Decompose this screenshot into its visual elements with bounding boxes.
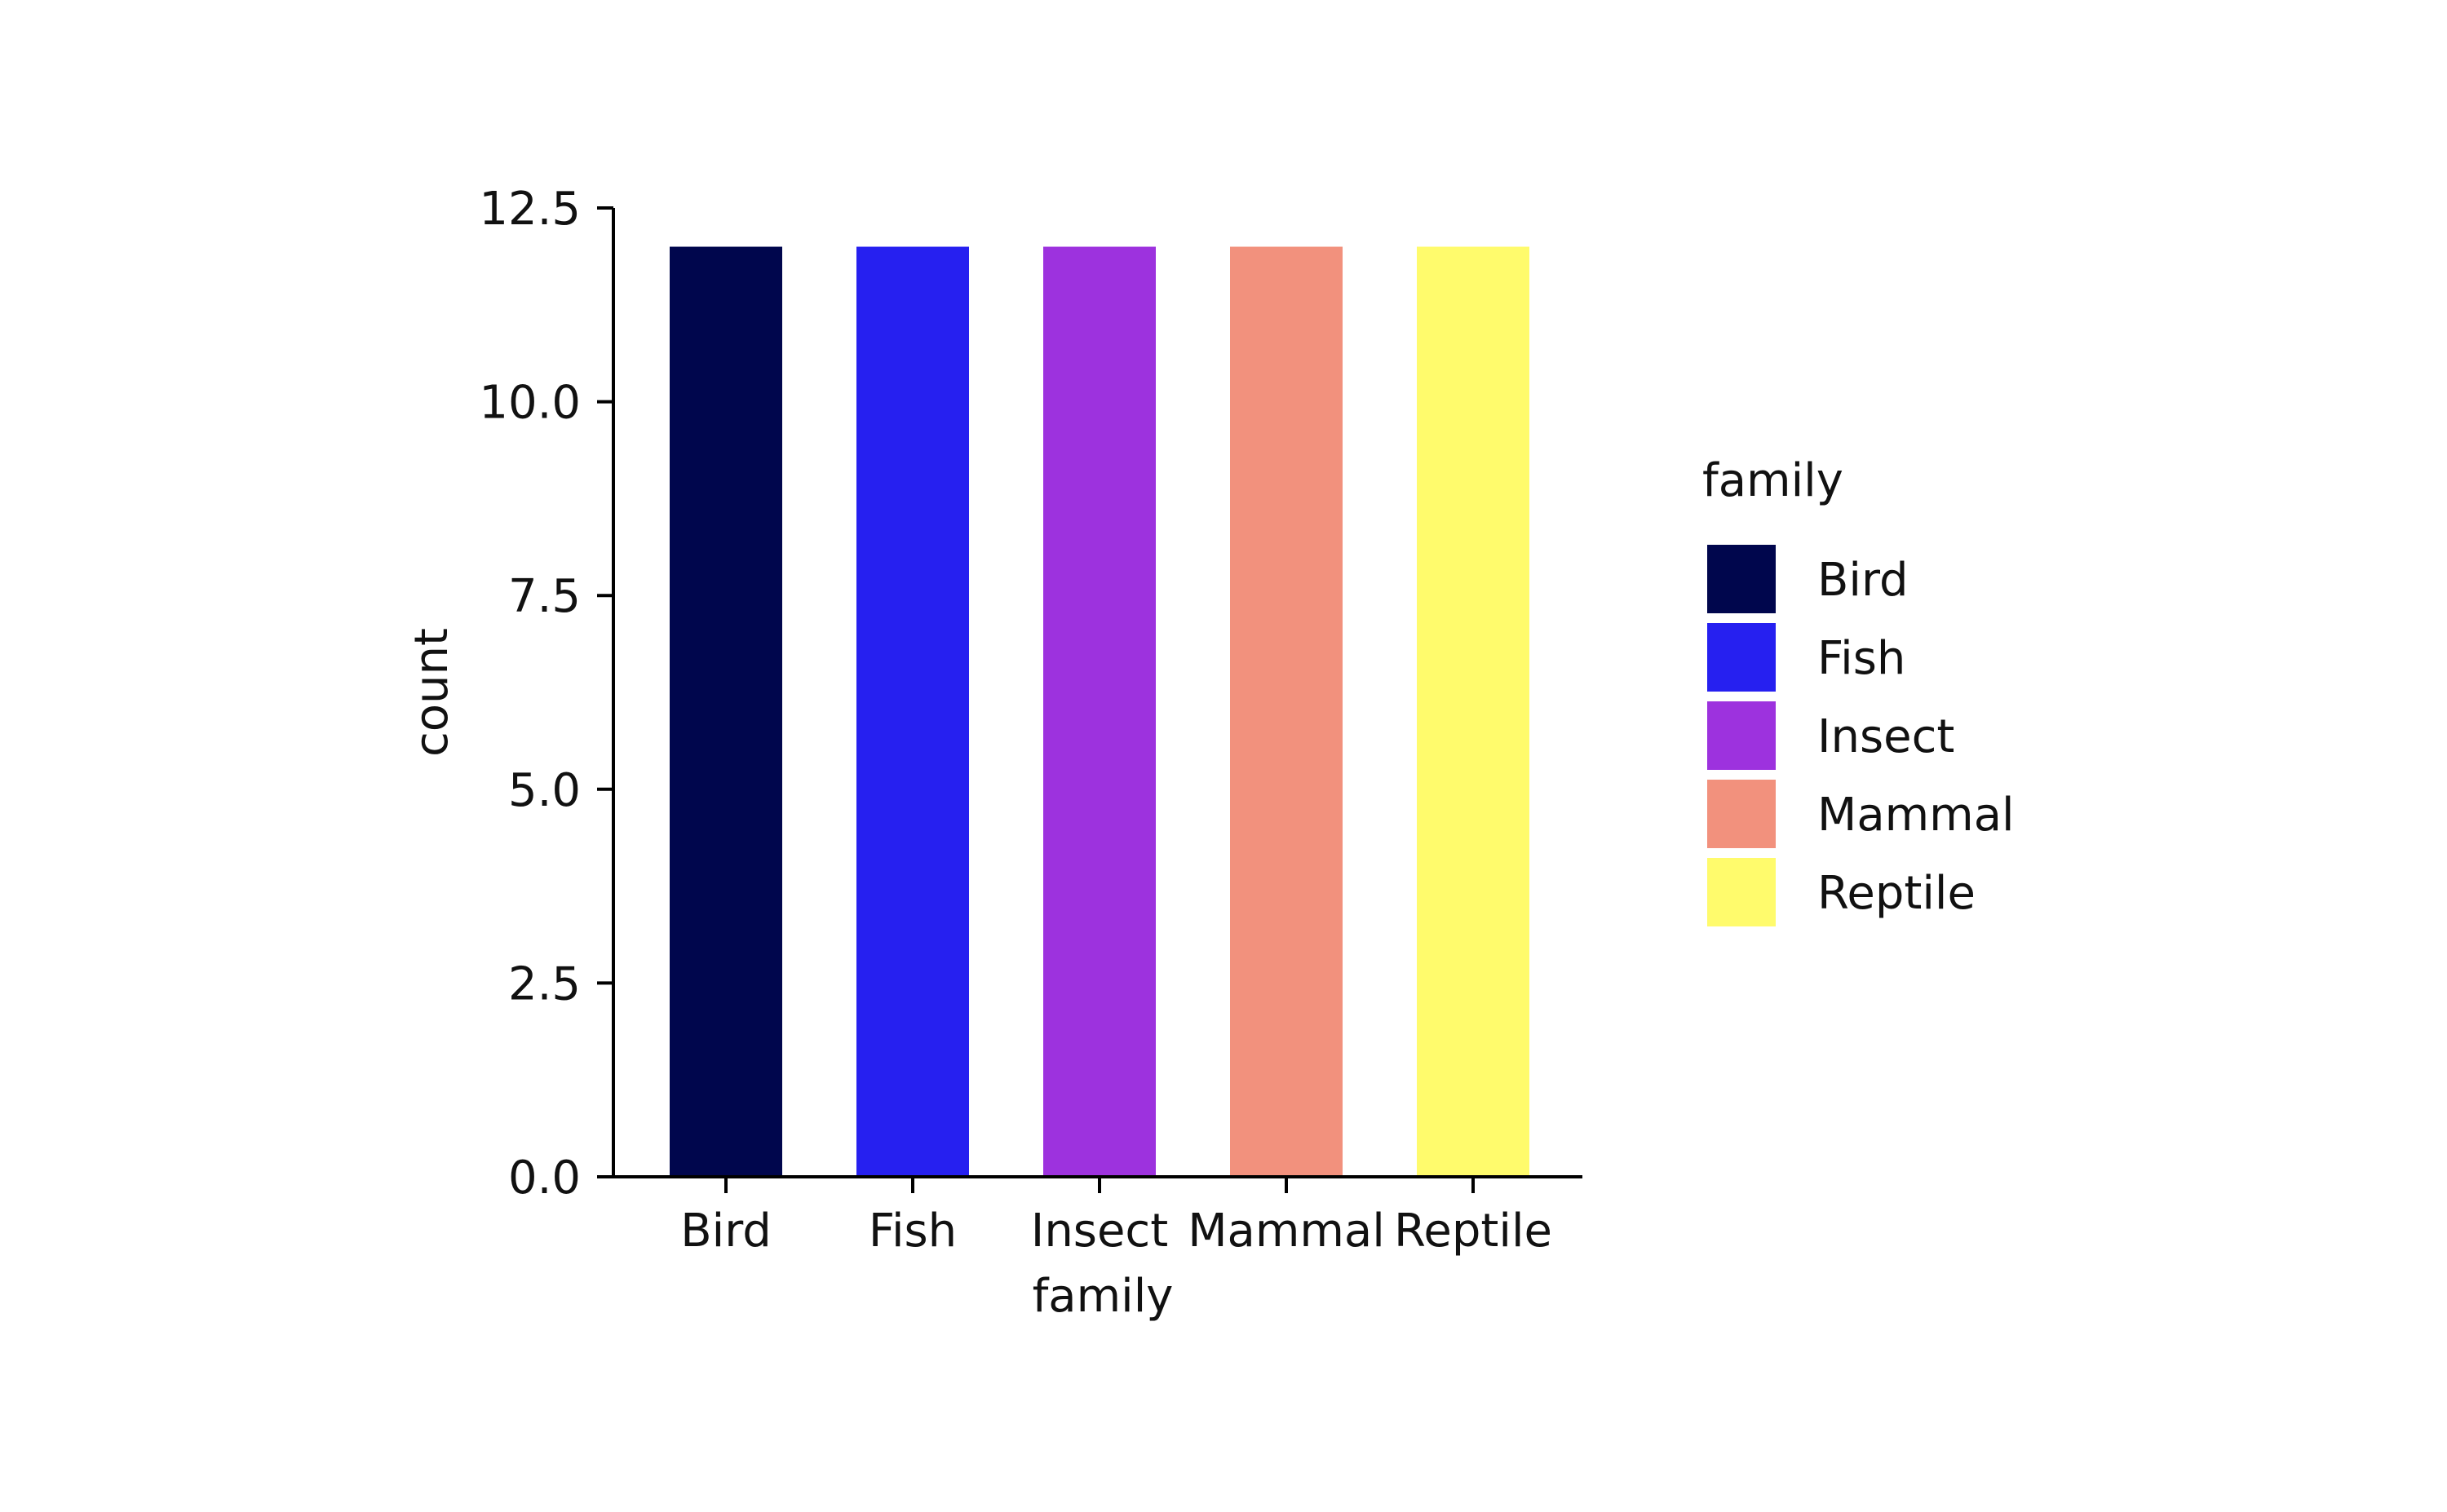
x-tick-label: Bird bbox=[680, 1205, 772, 1258]
y-tick-label: 7.5 bbox=[508, 570, 581, 623]
legend-swatch-insect bbox=[1707, 701, 1776, 770]
x-axis-label: family bbox=[1033, 1270, 1174, 1323]
y-tick-label: 12.5 bbox=[479, 183, 581, 236]
bar-mammal bbox=[1230, 246, 1343, 1177]
y-tick-label: 10.0 bbox=[479, 377, 581, 430]
bars-group bbox=[670, 246, 1529, 1177]
legend-swatch-fish bbox=[1707, 623, 1776, 692]
bar-reptile bbox=[1417, 246, 1529, 1177]
x-ticks-group: Bird Fish Insect Mammal Reptile bbox=[680, 1177, 1552, 1258]
y-tick-label: 0.0 bbox=[508, 1152, 581, 1205]
legend-swatch-mammal bbox=[1707, 780, 1776, 848]
x-tick-label: Fish bbox=[869, 1205, 957, 1258]
legend-label-fish: Fish bbox=[1817, 632, 1905, 685]
legend-swatch-reptile bbox=[1707, 858, 1776, 926]
legend-title: family bbox=[1702, 454, 1843, 507]
y-tick-label: 5.0 bbox=[508, 764, 581, 817]
bar-bird bbox=[670, 246, 782, 1177]
x-tick-label: Mammal bbox=[1188, 1205, 1385, 1258]
y-ticks-group: 0.0 2.5 5.0 7.5 10.0 12.5 bbox=[479, 183, 613, 1205]
legend-label-insect: Insect bbox=[1817, 710, 1954, 763]
legend: family Bird Fish Insect Mammal Reptile bbox=[1702, 454, 2015, 926]
legend-label-reptile: Reptile bbox=[1817, 867, 1976, 920]
y-axis-label: count bbox=[405, 628, 458, 757]
bar-fish bbox=[856, 246, 969, 1177]
x-tick-label: Reptile bbox=[1394, 1205, 1552, 1258]
legend-entries: Bird Fish Insect Mammal Reptile bbox=[1707, 545, 2015, 926]
legend-swatch-bird bbox=[1707, 545, 1776, 613]
legend-label-bird: Bird bbox=[1817, 554, 1909, 607]
y-tick-label: 2.5 bbox=[508, 957, 581, 1010]
legend-label-mammal: Mammal bbox=[1817, 789, 2015, 842]
x-tick-label: Insect bbox=[1031, 1205, 1168, 1258]
bar-insect bbox=[1043, 246, 1156, 1177]
